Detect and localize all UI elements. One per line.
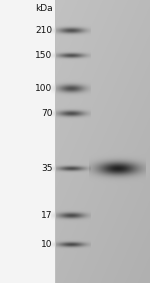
- Text: 100: 100: [35, 84, 52, 93]
- Text: 70: 70: [41, 109, 52, 118]
- Text: kDa: kDa: [35, 4, 52, 13]
- Text: 150: 150: [35, 51, 52, 60]
- Text: 10: 10: [41, 240, 52, 249]
- Text: 210: 210: [35, 26, 52, 35]
- Text: 35: 35: [41, 164, 52, 173]
- Text: 17: 17: [41, 211, 52, 220]
